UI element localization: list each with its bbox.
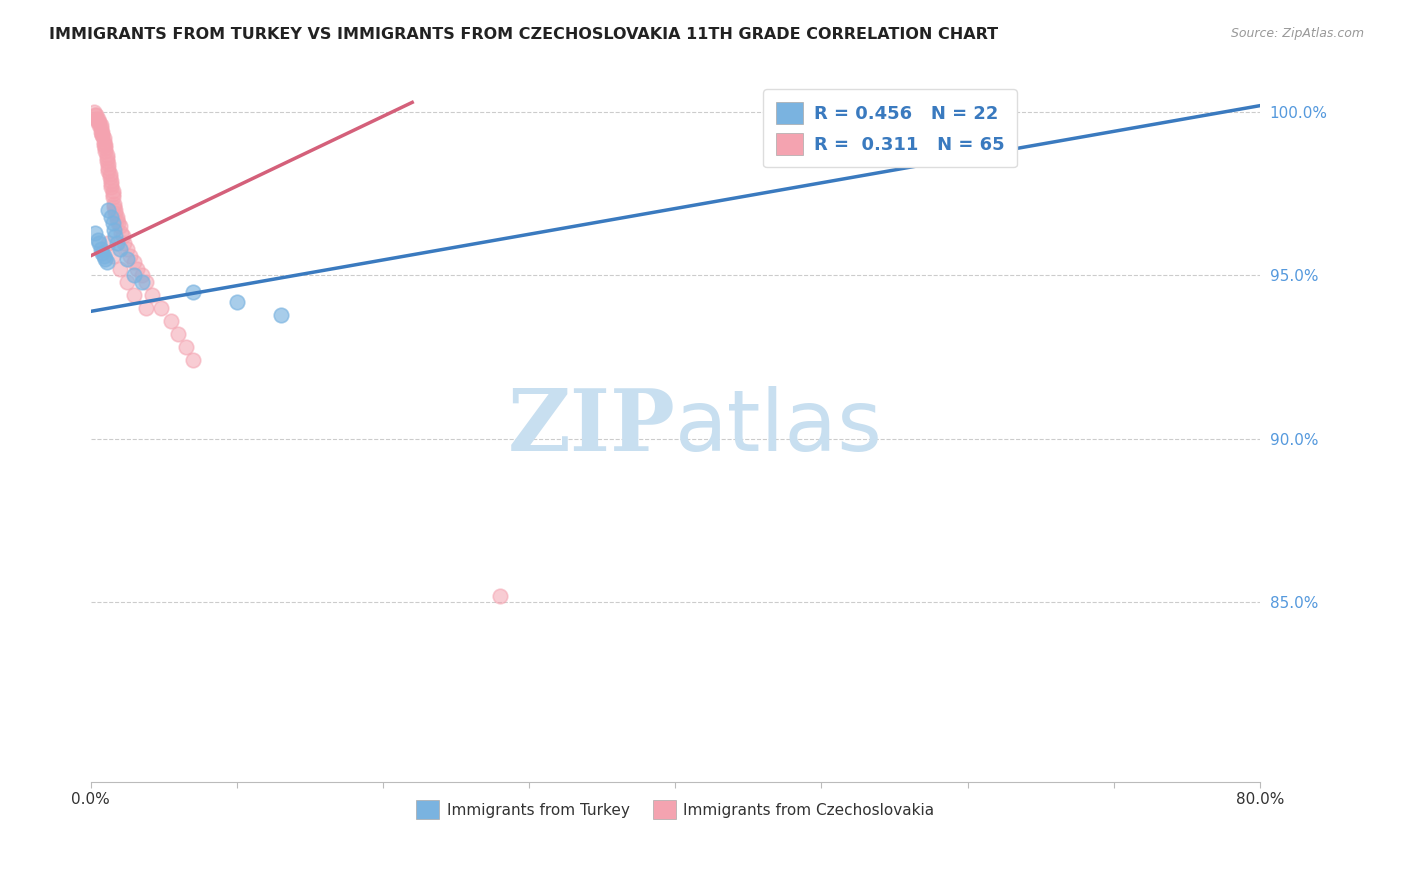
Point <box>115 243 138 257</box>
Point <box>101 249 124 263</box>
Point <box>131 275 153 289</box>
Point <box>270 308 292 322</box>
Point <box>97 161 120 175</box>
Point <box>94 137 117 152</box>
Point <box>104 229 127 244</box>
Point <box>101 190 124 204</box>
Point <box>124 255 146 269</box>
Point <box>90 243 112 257</box>
Point <box>90 121 112 136</box>
Point <box>91 125 114 139</box>
Point <box>87 115 110 129</box>
Point <box>110 226 132 240</box>
Point <box>108 261 131 276</box>
Point <box>103 196 125 211</box>
Point <box>93 131 115 145</box>
Point <box>98 170 121 185</box>
Point <box>89 118 111 132</box>
Point <box>93 137 115 152</box>
Point <box>94 145 117 159</box>
Point <box>225 294 247 309</box>
Point <box>91 128 114 142</box>
Point <box>94 141 117 155</box>
Point <box>90 125 112 139</box>
Point <box>89 115 111 129</box>
Point <box>86 112 108 126</box>
Point <box>489 589 512 603</box>
Point <box>105 213 128 227</box>
Text: ZIP: ZIP <box>508 385 675 469</box>
Point <box>105 235 128 250</box>
Point <box>91 128 114 142</box>
Point <box>105 210 128 224</box>
Point <box>141 288 163 302</box>
Text: Source: ZipAtlas.com: Source: ZipAtlas.com <box>1230 27 1364 40</box>
Point <box>103 200 125 214</box>
Point <box>108 219 131 234</box>
Point <box>104 206 127 220</box>
Point <box>174 340 197 354</box>
Point <box>97 203 120 218</box>
Point <box>100 177 122 191</box>
Point <box>97 164 120 178</box>
Point <box>97 235 120 250</box>
Point <box>103 223 125 237</box>
Point <box>135 301 157 315</box>
Point <box>127 261 149 276</box>
Point <box>86 108 108 122</box>
Point <box>101 216 124 230</box>
Point <box>124 268 146 283</box>
Point <box>115 252 138 267</box>
Point <box>89 235 111 250</box>
Point <box>107 216 129 230</box>
Point <box>100 180 122 194</box>
Point <box>101 184 124 198</box>
Point <box>100 174 122 188</box>
Point <box>135 275 157 289</box>
Text: atlas: atlas <box>675 386 883 469</box>
Point <box>98 167 121 181</box>
Point <box>96 147 118 161</box>
Point <box>111 229 134 244</box>
Point <box>131 268 153 283</box>
Point <box>87 233 110 247</box>
Legend: Immigrants from Turkey, Immigrants from Czechoslovakia: Immigrants from Turkey, Immigrants from … <box>411 794 941 825</box>
Point <box>108 243 131 257</box>
Point <box>104 203 127 218</box>
Point <box>96 151 118 165</box>
Point <box>90 118 112 132</box>
Point <box>84 108 107 122</box>
Point <box>91 245 114 260</box>
Point <box>115 275 138 289</box>
Point <box>149 301 172 315</box>
Point <box>160 314 183 328</box>
Point <box>96 154 118 169</box>
Point <box>120 249 142 263</box>
Text: IMMIGRANTS FROM TURKEY VS IMMIGRANTS FROM CZECHOSLOVAKIA 11TH GRADE CORRELATION : IMMIGRANTS FROM TURKEY VS IMMIGRANTS FRO… <box>49 27 998 42</box>
Point <box>96 255 118 269</box>
Point <box>181 285 204 299</box>
Point <box>124 288 146 302</box>
Point <box>100 210 122 224</box>
Point <box>167 327 190 342</box>
Point <box>87 112 110 126</box>
Point <box>83 105 105 120</box>
Point <box>97 157 120 171</box>
Point <box>112 235 135 250</box>
Point <box>84 226 107 240</box>
Point <box>93 249 115 263</box>
Point <box>93 135 115 149</box>
Point <box>181 353 204 368</box>
Point <box>94 252 117 267</box>
Point <box>956 105 979 120</box>
Point <box>101 186 124 201</box>
